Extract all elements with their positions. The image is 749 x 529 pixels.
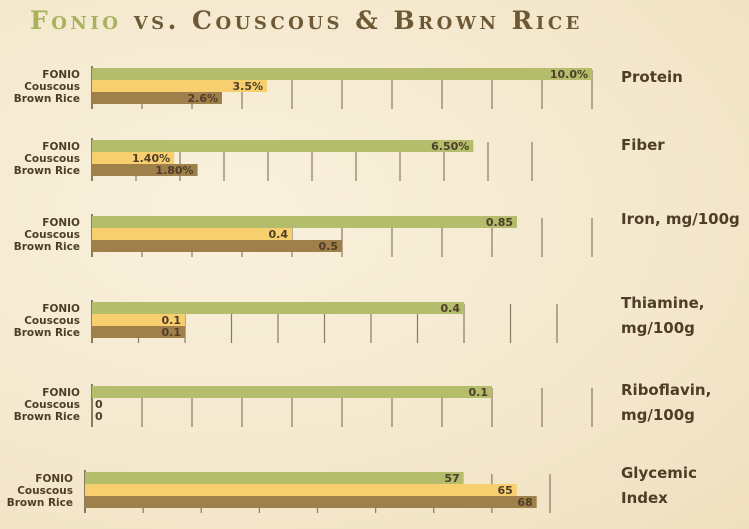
value-label: 0.1 xyxy=(469,386,489,399)
bar-couscous xyxy=(85,484,517,496)
bar-couscous xyxy=(92,314,185,326)
metric-label: Protein xyxy=(621,65,683,90)
bar-couscous xyxy=(92,228,292,240)
value-label: 1.80% xyxy=(155,164,193,177)
bar-fonio xyxy=(92,216,517,228)
title-lead: Fonio xyxy=(30,6,122,35)
metric-label: Thiamine, mg/100g xyxy=(621,291,705,341)
title-rest: vs. Couscous & Brown Rice xyxy=(121,6,583,35)
category-label: Couscous xyxy=(24,229,80,241)
value-label: 68 xyxy=(517,496,532,509)
metric-label-line: Iron, mg/100g xyxy=(621,210,740,228)
bar-brown-rice xyxy=(92,92,222,104)
category-label: Brown Rice xyxy=(14,411,80,423)
metric-label-line: mg/100g xyxy=(621,406,695,424)
value-label: 0.1 xyxy=(162,314,182,327)
category-label: Couscous xyxy=(24,153,80,165)
value-label: 65 xyxy=(497,484,512,497)
bar-brown-rice xyxy=(92,164,198,176)
category-label: FONIO xyxy=(42,303,80,315)
bar-brown-rice xyxy=(92,326,185,338)
metric-label-line: Glycemic xyxy=(621,464,697,482)
bar-fonio xyxy=(92,140,474,152)
metric-label-line: Index xyxy=(621,489,668,507)
value-label: 0.85 xyxy=(486,216,513,229)
category-label: Couscous xyxy=(17,485,73,497)
category-label: Brown Rice xyxy=(14,241,80,253)
category-label: Couscous xyxy=(24,315,80,327)
bar-fonio xyxy=(92,302,464,314)
bar-couscous xyxy=(92,152,175,164)
category-label: FONIO xyxy=(42,387,80,399)
metric-label-line: Protein xyxy=(621,68,683,86)
category-label: Brown Rice xyxy=(14,165,80,177)
value-label: 3.5% xyxy=(232,80,263,93)
bar-brown-rice xyxy=(85,496,537,508)
value-label: 0.5 xyxy=(319,240,339,253)
category-label: Couscous xyxy=(24,81,80,93)
metric-label: Fiber xyxy=(621,133,665,158)
category-label: FONIO xyxy=(42,141,80,153)
bar-fonio xyxy=(85,472,464,484)
bar-fonio xyxy=(92,386,492,398)
value-label: 0 xyxy=(95,410,103,423)
metric-label: Iron, mg/100g xyxy=(621,207,740,232)
chart-title: Fonio vs. Couscous & Brown Rice xyxy=(30,6,583,35)
bar-brown-rice xyxy=(92,240,342,252)
category-label: Brown Rice xyxy=(14,327,80,339)
category-label: FONIO xyxy=(42,217,80,229)
value-label: 0.1 xyxy=(162,326,182,339)
metric-label-line: Riboflavin, xyxy=(621,381,712,399)
category-label: Brown Rice xyxy=(7,497,73,509)
value-label: 0.4 xyxy=(269,228,289,241)
metric-label-line: Thiamine, xyxy=(621,294,705,312)
value-label: 10.0% xyxy=(550,68,588,81)
metric-label: Glycemic Index xyxy=(621,461,697,511)
bar-couscous xyxy=(92,80,267,92)
value-label: 0.4 xyxy=(441,302,461,315)
category-label: FONIO xyxy=(35,473,73,485)
value-label: 57 xyxy=(444,472,459,485)
value-label: 6.50% xyxy=(431,140,469,153)
metric-label: Riboflavin, mg/100g xyxy=(621,378,711,428)
value-label: 1.40% xyxy=(132,152,170,165)
category-label: FONIO xyxy=(42,69,80,81)
category-label: Couscous xyxy=(24,399,80,411)
category-label: Brown Rice xyxy=(14,93,80,105)
bar-fonio xyxy=(92,68,592,80)
metric-label-line: Fiber xyxy=(621,136,665,154)
metric-label-line: mg/100g xyxy=(621,319,695,337)
value-label: 0 xyxy=(95,398,103,411)
value-label: 2.6% xyxy=(187,92,218,105)
